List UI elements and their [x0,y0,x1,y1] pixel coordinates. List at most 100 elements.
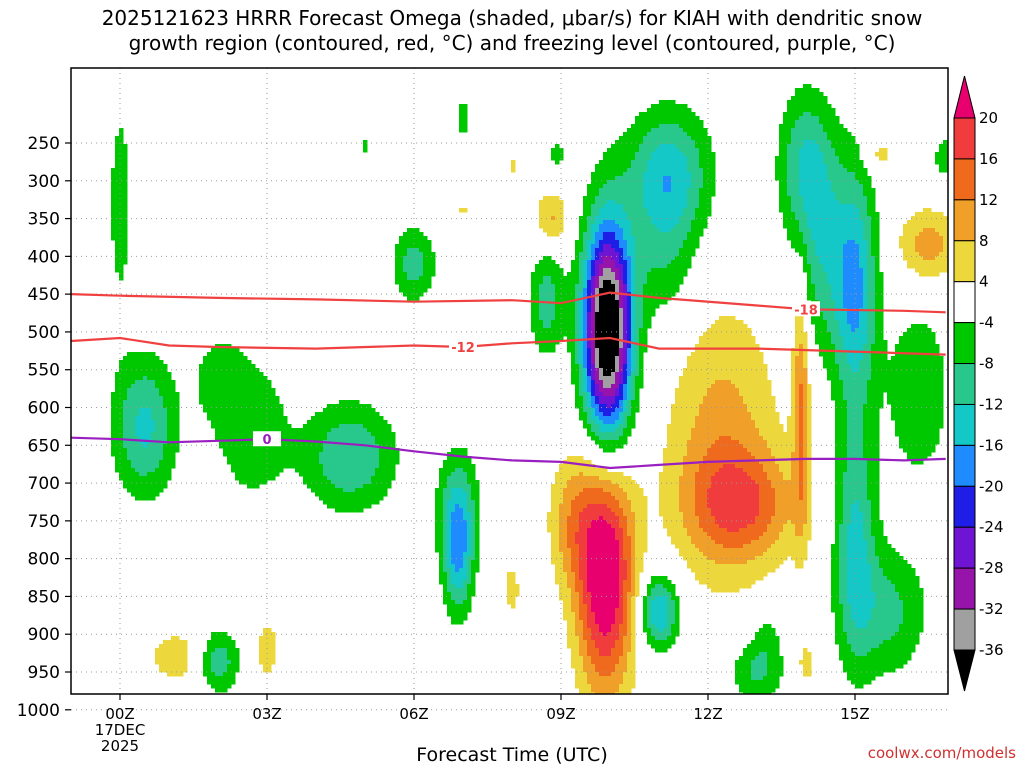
omega-cell [799,180,804,185]
omega-cell [787,108,792,113]
omega-cell [935,388,940,393]
omega-cell [839,184,844,189]
omega-cell [207,364,212,369]
omega-cell [867,220,872,225]
omega-cell [167,376,172,381]
omega-cell [847,372,852,377]
omega-cell [615,364,620,369]
omega-cell [599,372,604,377]
omega-cell [731,340,736,345]
omega-cell [587,324,592,329]
omega-cell [795,240,800,245]
omega-cell [591,220,596,225]
omega-cell [811,244,816,249]
omega-cell [847,284,852,289]
omega-cell [863,180,868,185]
omega-cell [855,300,860,305]
omega-cell [819,312,824,317]
omega-cell [811,180,816,185]
omega-cell [647,312,652,317]
omega-cell [707,348,712,353]
omega-cell [651,156,656,161]
omega-cell [847,172,852,177]
omega-cell [835,372,840,377]
omega-cell [831,288,836,293]
omega-cell [695,208,700,213]
omega-cell [687,192,692,197]
omega-cell [687,148,692,153]
omega-cell [535,332,540,337]
omega-cell [115,376,120,381]
omega-cell [799,96,804,101]
omega-cell [835,176,840,181]
omega-cell [591,376,596,381]
omega-cell [823,336,828,341]
omega-cell [607,376,612,381]
omega-cell [115,380,120,385]
omega-cell [831,316,836,321]
omega-cell [611,320,616,325]
omega-cell [247,384,252,389]
omega-cell [827,116,832,121]
omega-cell [563,284,568,289]
omega-cell [903,356,908,361]
omega-cell [171,392,176,397]
omega-cell [691,156,696,161]
omega-cell [635,200,640,205]
omega-cell [895,356,900,361]
omega-cell [823,132,828,137]
omega-cell [599,240,604,245]
omega-cell [695,360,700,365]
omega-cell [411,244,416,249]
omega-cell [827,140,832,145]
omega-cell [579,320,584,325]
omega-cell [819,92,824,97]
omega-cell [939,160,944,165]
omega-cell [539,212,544,217]
omega-cell [587,296,592,301]
omega-cell [643,236,648,241]
omega-cell [627,272,632,277]
omega-cell [119,260,124,265]
omega-cell [555,220,560,225]
omega-cell [819,228,824,233]
omega-cell [703,164,708,169]
omega-cell [563,308,568,313]
omega-cell [431,260,436,265]
omega-cell [575,336,580,341]
omega-cell [639,224,644,229]
omega-cell [131,352,136,357]
omega-cell [907,356,912,361]
omega-cell [859,172,864,177]
omega-cell [863,368,868,373]
omega-cell [595,172,600,177]
omega-cell [683,368,688,373]
omega-cell [655,236,660,241]
omega-cell [415,268,420,273]
omega-cell [791,116,796,121]
omega-cell [579,268,584,273]
omega-cell [707,332,712,337]
omega-cell [879,364,884,369]
omega-cell [811,108,816,113]
omega-cell [555,152,560,157]
omega-cell [611,252,616,257]
omega-cell [607,260,612,265]
omega-cell [675,216,680,221]
omega-cell [819,320,824,325]
omega-cell [423,252,428,257]
omega-cell [855,296,860,301]
omega-cell [903,372,908,377]
omega-cell [783,180,788,185]
omega-cell [607,152,612,157]
omega-cell [555,312,560,317]
omega-cell [903,344,908,349]
omega-cell [711,188,716,193]
omega-cell [619,324,624,329]
omega-cell [463,112,468,117]
omega-cell [855,220,860,225]
omega-cell [639,252,644,257]
omega-cell [579,300,584,305]
omega-cell [639,208,644,213]
omega-cell [683,248,688,253]
